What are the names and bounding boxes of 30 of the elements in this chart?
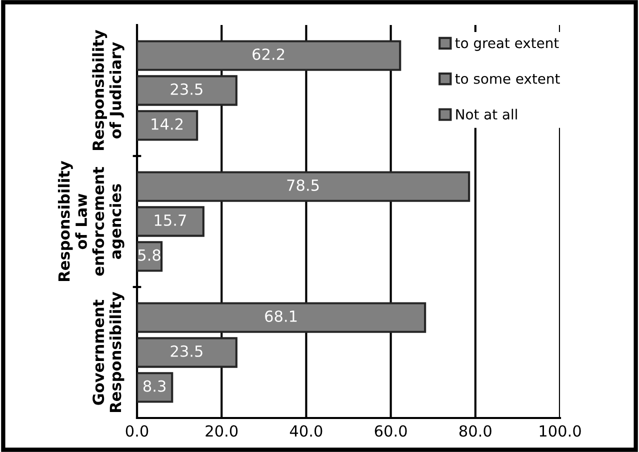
legend-label: Not at all bbox=[456, 108, 517, 120]
legend-label: to some extent bbox=[455, 74, 560, 84]
data-label: 5.8 bbox=[138, 249, 160, 261]
bar bbox=[137, 337, 238, 368]
y-tick-label: Responsibility of Judiciary bbox=[92, 30, 124, 150]
bar bbox=[137, 75, 238, 106]
x-tick-label: 20.0 bbox=[206, 425, 238, 437]
data-label: 14.2 bbox=[152, 118, 183, 130]
bar bbox=[137, 302, 426, 333]
x-tick-label: 80.0 bbox=[459, 425, 492, 437]
data-label: 23.5 bbox=[170, 345, 202, 357]
bar bbox=[137, 241, 163, 272]
x-tick-label: 40.0 bbox=[290, 425, 322, 437]
bar bbox=[137, 171, 470, 202]
legend-label: to great extent bbox=[455, 38, 559, 51]
data-label: 68.1 bbox=[265, 310, 297, 322]
x-tick-label: 60.0 bbox=[374, 425, 407, 437]
x-tick-label: 0.0 bbox=[126, 425, 148, 437]
bar bbox=[137, 372, 174, 403]
y-tick-label: Government Responsibility bbox=[92, 292, 124, 412]
bar bbox=[137, 40, 402, 71]
y-tick-label: Responsibility of Law enforcement agencies bbox=[58, 160, 124, 281]
data-label: 78.5 bbox=[287, 179, 319, 191]
data-label: 23.5 bbox=[170, 83, 202, 95]
data-label: 62.2 bbox=[252, 48, 284, 60]
bar bbox=[137, 206, 204, 237]
bar bbox=[137, 110, 198, 141]
x-tick-label: 100.0 bbox=[540, 425, 581, 437]
data-label: 8.3 bbox=[143, 380, 166, 392]
data-label: 15.7 bbox=[154, 214, 186, 226]
